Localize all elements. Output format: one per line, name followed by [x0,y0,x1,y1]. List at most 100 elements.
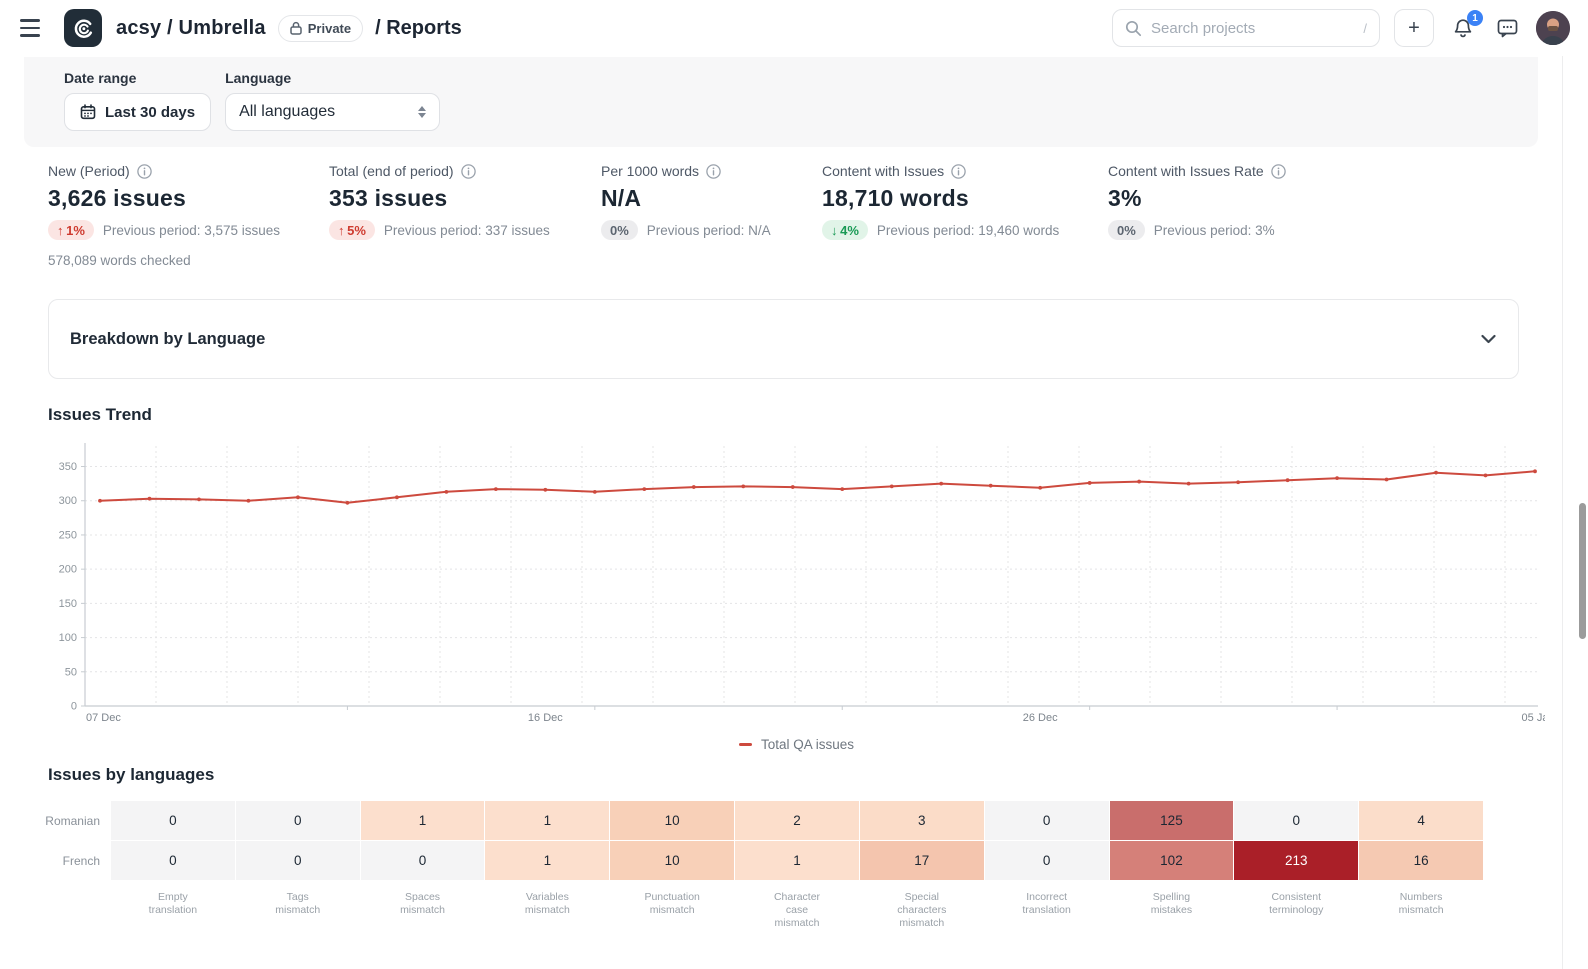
heatmap-row-label: Romanian [45,813,100,828]
chat-icon [1497,19,1517,37]
language-filter: Language All languages [225,70,441,147]
svg-text:05 Ja: 05 Ja [1522,712,1545,724]
info-icon[interactable] [460,163,476,179]
issues-trend-chart: 0 50 100 150 200 250 300 350 07 Dec 16 Dec 26 Dec 0… [48,439,1548,731]
svg-text:0: 0 [71,701,77,713]
heatmap-cell: 0 [235,841,360,880]
chevron-down-icon[interactable] [1481,334,1496,344]
heatmap-cell: 0 [1234,801,1359,840]
stat-label: Content with Issues [822,163,945,179]
breadcrumb-section: / Reports [375,16,462,39]
privacy-badge: Private [277,14,364,42]
heatmap-column-label: Special characters mismatch [897,891,947,930]
user-avatar[interactable] [1536,11,1570,45]
stat-value: 18,710 words [822,185,969,211]
stat-label: Per 1000 words [601,163,700,179]
heatmap-column-label: Tags mismatch [275,891,321,917]
stat-value: 3,626 issues [48,185,186,211]
info-icon[interactable] [136,163,152,179]
trend-line-chart: 0 50 100 150 200 250 300 350 07 Dec 16 Dec 26 Dec 0… [59,443,1545,724]
stat-value: 3% [1108,185,1142,211]
svg-text:200: 200 [59,564,77,576]
privacy-badge-label: Private [307,20,352,36]
heatmap-cell: 0 [984,841,1109,880]
notifications-button[interactable]: 1 [1448,10,1483,43]
stat-card: Per 1000 words N/A 0% Previous period: N/A [601,163,822,268]
stat-card: Content with Issues 18,710 words ↓ 4% Previ… [822,163,1108,268]
heatmap-cell: 102 [1109,841,1234,880]
svg-text:50: 50 [65,666,77,678]
date-range-button[interactable]: Last 30 days [64,93,212,131]
menu-icon[interactable] [20,15,46,41]
stat-card: New (Period) 3,626 issues ↑ 1% Previous per… [48,163,329,268]
heatmap-cell: 1 [360,801,485,840]
search-box: / [1112,9,1380,47]
change-badge: 0% [601,220,638,240]
previous-period-text: Previous period: 337 issues [383,222,550,238]
heatmap-column-label: Spaces mismatch [400,891,445,917]
stat-value: 353 issues [329,185,448,211]
stat-label: Content with Issues Rate [1108,163,1264,179]
search-shortcut-hint: / [1363,20,1367,36]
legend-swatch-icon [738,743,752,746]
info-icon[interactable] [951,163,966,179]
heatmap-column-label: Spelling mistakes [1150,891,1193,917]
messages-button[interactable] [1492,13,1522,43]
heatmap-column-label: Consistent terminology [1269,891,1324,917]
issues-trend-title: Issues Trend [48,405,152,424]
breadcrumb-project[interactable]: acsy / Umbrella [116,16,266,39]
svg-text:16 Dec: 16 Dec [528,712,563,724]
heatmap-cell: 16 [1359,841,1483,880]
svg-text:26 Dec: 26 Dec [1023,712,1058,724]
svg-text:350: 350 [59,461,77,473]
select-chevrons-icon [418,106,427,118]
heatmap-column-label: Numbers mismatch [1398,891,1444,917]
filters-panel: Date range Last 30 days Language All lan… [24,57,1538,147]
heatmap-cell: 10 [610,841,735,880]
search-input[interactable] [1151,19,1355,37]
stat-value: N/A [601,185,642,211]
date-range-filter: Date range Last 30 days [64,70,212,147]
svg-text:250: 250 [59,529,77,541]
avatar-image [1536,11,1570,45]
svg-text:100: 100 [59,632,77,644]
heatmap-cell: 0 [360,841,485,880]
heatmap-cell: 10 [610,801,735,840]
top-bar-actions: / + 1 [1112,9,1570,47]
heatmap-cell: 3 [859,801,984,840]
change-badge: ↑ 1% [48,220,94,240]
search-icon [1125,20,1142,36]
stat-card: Total (end of period) 353 issues ↑ 5% Previ… [329,163,601,268]
heatmap-cell: 17 [859,841,984,880]
stat-label: Total (end of period) [329,163,454,179]
breakdown-title: Breakdown by Language [70,329,266,348]
previous-period-text: Previous period: N/A [646,222,771,238]
app-logo[interactable] [64,9,102,47]
stat-card: Content with Issues Rate 3% 0% Previous per… [1108,163,1408,268]
svg-text:150: 150 [59,598,77,610]
bell-icon [1454,18,1472,37]
info-icon[interactable] [706,163,721,179]
language-select[interactable]: All languages [225,93,441,131]
chart-legend[interactable]: Total QA issues [48,737,1545,752]
issues-by-languages-heatmap: Romanian 0 0 1 1 10 2 3 0 125 0 4 French 0 0 0 1 10 1 17 0 10… [45,801,1483,930]
create-project-button[interactable]: + [1394,9,1434,47]
heatmap-column-label: Punctuation mismatch [644,891,700,917]
notification-count-badge: 1 [1467,10,1483,26]
svg-text:07 Dec: 07 Dec [86,712,121,724]
language-select-value: All languages [239,103,336,120]
info-icon[interactable] [1270,163,1286,179]
stat-label: New (Period) [48,163,130,179]
change-badge: ↓ 4% [822,220,868,240]
calendar-icon [80,104,96,120]
heatmap-cell: 0 [235,801,360,840]
heatmap-column-label: Empty translation [148,891,198,917]
language-label: Language [225,70,292,86]
heatmap-cell: 0 [984,801,1109,840]
svg-text:300: 300 [59,495,77,507]
scrollbar-thumb[interactable] [1579,503,1586,639]
heatmap-footer-spacer [48,881,110,930]
previous-period-text: Previous period: 3,575 issues [102,222,281,238]
heatmap-column-label: Character case mismatch [773,891,821,930]
breakdown-by-language-card[interactable]: Breakdown by Language [48,299,1519,379]
